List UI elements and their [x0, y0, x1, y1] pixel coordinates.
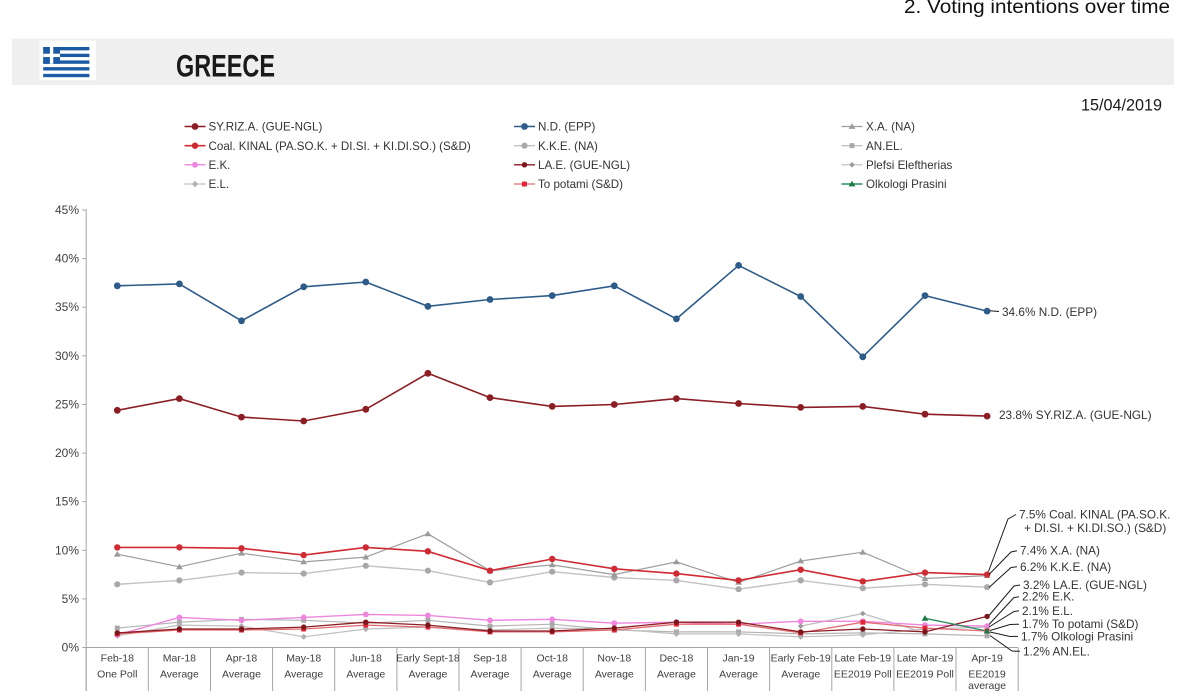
- svg-text:Mar-18: Mar-18: [163, 653, 196, 665]
- svg-text:Average: Average: [222, 669, 261, 681]
- svg-text:AN.EL.: AN.EL.: [866, 140, 903, 153]
- svg-text:average: average: [968, 680, 1006, 692]
- svg-text:Average: Average: [346, 669, 385, 681]
- svg-text:Jun-18: Jun-18: [350, 653, 382, 665]
- svg-text:Average: Average: [533, 669, 572, 681]
- svg-text:Olkologi Prasini: Olkologi Prasini: [866, 178, 947, 191]
- svg-text:10%: 10%: [55, 543, 79, 557]
- svg-text:Late Feb-19: Late Feb-19: [834, 653, 891, 665]
- svg-text:May-18: May-18: [286, 653, 321, 665]
- svg-text:E.K.: E.K.: [209, 159, 231, 172]
- svg-text:EE2019 Poll: EE2019 Poll: [834, 669, 892, 681]
- svg-text:Dec-18: Dec-18: [659, 653, 693, 665]
- svg-text:Average: Average: [284, 669, 323, 681]
- svg-text:Apr-18: Apr-18: [226, 653, 258, 665]
- svg-text:X.A. (NA): X.A. (NA): [866, 121, 915, 134]
- svg-text:+ DI.SI. + KI.DI.SO.) (S&D): + DI.SI. + KI.DI.SO.) (S&D): [1024, 521, 1166, 535]
- svg-text:1.7% To potami (S&D): 1.7% To potami (S&D): [1022, 617, 1139, 631]
- svg-text:Nov-18: Nov-18: [597, 653, 631, 665]
- svg-text:GREECE: GREECE: [176, 48, 275, 84]
- svg-text:7.5% Coal. KINAL (PA.SO.K.: 7.5% Coal. KINAL (PA.SO.K.: [1019, 508, 1170, 522]
- svg-text:2.2% E.K.: 2.2% E.K.: [1022, 590, 1074, 604]
- svg-text:Oct-18: Oct-18: [536, 653, 568, 665]
- svg-text:EE2019: EE2019: [968, 669, 1006, 681]
- svg-text:E.L.: E.L.: [209, 178, 230, 191]
- svg-text:EE2019 Poll: EE2019 Poll: [896, 669, 954, 681]
- svg-text:Average: Average: [781, 669, 820, 681]
- svg-text:Average: Average: [657, 669, 696, 681]
- svg-text:1.7% Olkologi Prasini: 1.7% Olkologi Prasini: [1021, 629, 1133, 643]
- svg-text:40%: 40%: [55, 252, 79, 266]
- svg-text:K.K.E. (NA): K.K.E. (NA): [538, 140, 598, 153]
- svg-text:Feb-18: Feb-18: [101, 653, 134, 665]
- svg-text:2.1% E.L.: 2.1% E.L.: [1022, 604, 1073, 618]
- svg-text:23.8% SY.RIZ.A. (GUE-NGL): 23.8% SY.RIZ.A. (GUE-NGL): [999, 408, 1152, 422]
- svg-text:30%: 30%: [55, 349, 79, 363]
- svg-text:Late Mar-19: Late Mar-19: [897, 653, 954, 665]
- svg-text:25%: 25%: [55, 398, 79, 412]
- svg-text:5%: 5%: [62, 592, 80, 606]
- svg-text:To potami (S&D): To potami (S&D): [538, 178, 623, 191]
- svg-text:Early Sept-18: Early Sept-18: [396, 653, 460, 665]
- svg-text:Plefsi Eleftherias: Plefsi Eleftherias: [866, 159, 953, 172]
- svg-text:Jan-19: Jan-19: [723, 653, 755, 665]
- svg-text:7.4% X.A. (NA): 7.4% X.A. (NA): [1020, 544, 1100, 558]
- svg-text:Coal. KINAL (PA.SO.K. + DI.SI.: Coal. KINAL (PA.SO.K. + DI.SI. + KI.DI.S…: [209, 140, 471, 153]
- svg-text:Average: Average: [408, 669, 447, 681]
- svg-text:Average: Average: [719, 669, 758, 681]
- svg-text:34.6% N.D. (EPP): 34.6% N.D. (EPP): [1002, 305, 1097, 319]
- svg-text:One Poll: One Poll: [97, 669, 137, 681]
- svg-text:LA.E. (GUE-NGL): LA.E. (GUE-NGL): [538, 159, 630, 172]
- svg-text:1.2% AN.EL.: 1.2% AN.EL.: [1023, 644, 1090, 658]
- svg-text:3.2% LA.E. (GUE-NGL): 3.2% LA.E. (GUE-NGL): [1023, 578, 1147, 592]
- svg-text:15/04/2019: 15/04/2019: [1081, 97, 1162, 115]
- svg-text:Average: Average: [595, 669, 634, 681]
- svg-text:15%: 15%: [55, 495, 79, 509]
- svg-text:Average: Average: [471, 669, 510, 681]
- svg-text:SY.RIZ.A. (GUE-NGL): SY.RIZ.A. (GUE-NGL): [209, 121, 323, 134]
- svg-text:Early Feb-19: Early Feb-19: [771, 653, 831, 665]
- svg-text:Sep-18: Sep-18: [473, 653, 507, 665]
- svg-text:35%: 35%: [55, 300, 79, 314]
- svg-text:Average: Average: [160, 669, 199, 681]
- svg-text:6.2% K.K.E. (NA): 6.2% K.K.E. (NA): [1020, 560, 1111, 574]
- svg-text:Apr-19: Apr-19: [971, 653, 1003, 665]
- svg-text:20%: 20%: [55, 446, 79, 460]
- svg-text:2. Voting intentions over time: 2. Voting intentions over time: [904, 0, 1170, 18]
- svg-text:0%: 0%: [62, 641, 80, 655]
- svg-text:45%: 45%: [55, 203, 79, 217]
- svg-text:N.D. (EPP): N.D. (EPP): [538, 121, 595, 134]
